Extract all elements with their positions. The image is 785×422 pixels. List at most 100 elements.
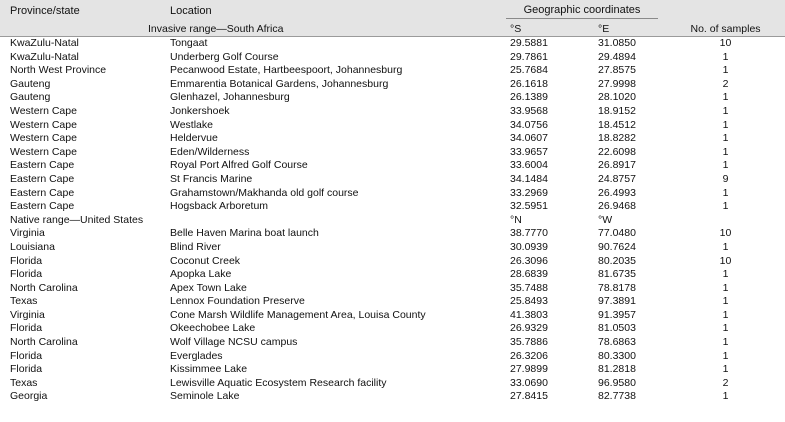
table-row: Eastern Cape St Francis Marine 34.1484 24.8… bbox=[0, 173, 785, 187]
row-location: Apopka Lake bbox=[170, 268, 232, 281]
row-location: Royal Port Alfred Golf Course bbox=[170, 159, 308, 172]
row-coord-2: 81.2818 bbox=[598, 363, 636, 376]
table-row: North Carolina Wolf Village NCSU campus 35… bbox=[0, 336, 785, 350]
row-spacer bbox=[478, 78, 498, 92]
row-spacer bbox=[478, 336, 498, 350]
row-samples: 1 bbox=[722, 159, 729, 172]
row-samples: 9 bbox=[722, 172, 729, 185]
row-province: Eastern Cape bbox=[10, 159, 75, 172]
header-deg-e: °E bbox=[586, 22, 667, 37]
row-location: Emmarentia Botanical Gardens, Johannesbu… bbox=[170, 77, 389, 90]
row-samples: 1 bbox=[722, 281, 729, 294]
row-samples: 1 bbox=[722, 295, 729, 308]
row-province: KwaZulu-Natal bbox=[10, 37, 79, 49]
row-coord-1: 33.2969 bbox=[510, 186, 548, 199]
row-samples: 10 bbox=[719, 227, 732, 240]
row-coord-2: 27.9998 bbox=[598, 77, 636, 90]
row-coord-2: 18.8282 bbox=[598, 132, 636, 145]
row-location: Belle Haven Marina boat launch bbox=[170, 227, 319, 240]
table-row: Texas Lennox Foundation Preserve 25.8493 97… bbox=[0, 295, 785, 309]
row-spacer bbox=[478, 309, 498, 323]
row-samples: 1 bbox=[722, 322, 729, 335]
row-coord-1: 38.7770 bbox=[510, 227, 548, 240]
row-spacer bbox=[478, 173, 498, 187]
row-coord-2: 96.9580 bbox=[598, 376, 636, 389]
row-coord-2: 18.4512 bbox=[598, 118, 636, 131]
row-spacer bbox=[478, 37, 498, 51]
row-location: Everglades bbox=[170, 349, 223, 362]
row-province: Florida bbox=[10, 349, 43, 362]
row-coord-1: 41.3803 bbox=[510, 308, 548, 321]
header-location: Location bbox=[166, 0, 478, 22]
row-location: Apex Town Lake bbox=[170, 281, 247, 294]
table-row: Eastern Cape Grahamstown/Makhanda old gol… bbox=[0, 187, 785, 201]
row-location: Grahamstown/Makhanda old golf course bbox=[170, 186, 359, 199]
row-coord-2: 18.9152 bbox=[598, 104, 636, 117]
row-coord-2: 27.8575 bbox=[598, 64, 636, 77]
table-row: Western Cape Heldervue 34.0607 18.8282 1 bbox=[0, 132, 785, 146]
row-location: Eden/Wilderness bbox=[170, 145, 250, 158]
row-samples: 10 bbox=[719, 37, 732, 49]
row-coord-2: 78.6863 bbox=[598, 336, 636, 349]
row-province: North Carolina bbox=[10, 281, 78, 294]
row-spacer bbox=[478, 377, 498, 391]
header-deg-s: °S bbox=[498, 22, 586, 37]
row-samples: 1 bbox=[722, 104, 729, 117]
row-spacer bbox=[478, 51, 498, 65]
row-coord-1: 28.6839 bbox=[510, 268, 548, 281]
row-coord-1: 34.1484 bbox=[510, 172, 548, 185]
row-province: North Carolina bbox=[10, 336, 78, 349]
row-province: Eastern Cape bbox=[10, 200, 75, 213]
row-spacer bbox=[478, 282, 498, 296]
row-coord-1: 25.8493 bbox=[510, 295, 548, 308]
row-location: Lennox Foundation Preserve bbox=[170, 295, 305, 308]
native-range-header-row: Native range—United States °N °W bbox=[0, 214, 785, 228]
row-coord-2: 82.7738 bbox=[598, 390, 636, 403]
row-spacer bbox=[478, 146, 498, 160]
row-coord-1: 33.0690 bbox=[510, 376, 548, 389]
row-province: KwaZulu-Natal bbox=[10, 50, 79, 63]
row-province: Texas bbox=[10, 295, 38, 308]
row-location: Seminole Lake bbox=[170, 390, 240, 403]
row-location: Underberg Golf Course bbox=[170, 50, 279, 63]
row-spacer bbox=[478, 105, 498, 119]
table-row: KwaZulu-Natal Underberg Golf Course 29.786… bbox=[0, 51, 785, 65]
row-coord-1: 34.0756 bbox=[510, 118, 548, 131]
table-row: Western Cape Jonkershoek 33.9568 18.9152 1 bbox=[0, 105, 785, 119]
row-coord-2: 29.4894 bbox=[598, 50, 636, 63]
row-coord-2: 90.7624 bbox=[598, 240, 636, 253]
row-samples: 1 bbox=[722, 349, 729, 362]
row-province: Texas bbox=[10, 376, 38, 389]
row-coord-1: 33.6004 bbox=[510, 159, 548, 172]
row-province: Gauteng bbox=[10, 77, 51, 90]
row-samples: 1 bbox=[722, 132, 729, 145]
row-coord-2: 26.4993 bbox=[598, 186, 636, 199]
row-spacer bbox=[478, 200, 498, 214]
row-spacer bbox=[478, 227, 498, 241]
row-coord-1: 30.0939 bbox=[510, 240, 548, 253]
table-row: KwaZulu-Natal Tongaat 29.5881 31.0850 10 bbox=[0, 37, 785, 51]
row-location: St Francis Marine bbox=[170, 172, 253, 185]
table-row: Louisiana Blind River 30.0939 90.7624 1 bbox=[0, 241, 785, 255]
row-samples: 1 bbox=[722, 336, 729, 349]
row-coord-2: 80.2035 bbox=[598, 254, 636, 267]
row-province: Gauteng bbox=[10, 91, 51, 104]
row-location: Glenhazel, Johannesburg bbox=[170, 91, 290, 104]
row-samples: 1 bbox=[722, 91, 729, 104]
row-coord-1: 33.9568 bbox=[510, 104, 548, 117]
table-row: Texas Lewisville Aquatic Ecosystem Resear… bbox=[0, 377, 785, 391]
table-row: Virginia Cone Marsh Wildlife Management A… bbox=[0, 309, 785, 323]
row-coord-2: 77.0480 bbox=[598, 227, 636, 240]
row-samples: 1 bbox=[722, 363, 729, 376]
table-row: Florida Coconut Creek 26.3096 80.2035 10 bbox=[0, 255, 785, 269]
row-samples: 2 bbox=[722, 77, 729, 90]
table-row: North West Province Pecanwood Estate, Har… bbox=[0, 64, 785, 78]
row-coord-1: 34.0607 bbox=[510, 132, 548, 145]
table-header: Province/state Location Geographic coord… bbox=[0, 0, 785, 37]
row-samples: 1 bbox=[722, 240, 729, 253]
row-coord-1: 26.1618 bbox=[510, 77, 548, 90]
row-province: Georgia bbox=[10, 390, 48, 403]
row-province: Eastern Cape bbox=[10, 172, 75, 185]
row-samples: 1 bbox=[722, 200, 729, 213]
row-location: Hogsback Arboretum bbox=[170, 200, 269, 213]
